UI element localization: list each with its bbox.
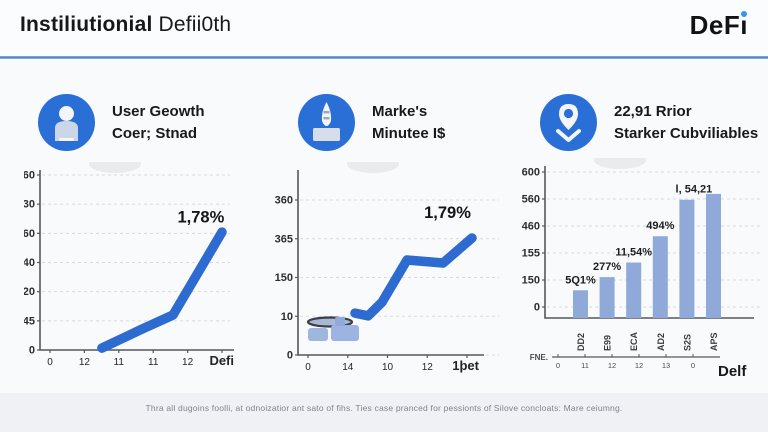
stats-bar-chart: 600 560 460 155 150 0 5Q1% DD2 277% E99 11,54% ECA 4… [522,151,768,398]
svg-text:14: 14 [342,362,354,373]
svg-text:11: 11 [148,357,159,368]
header: Instiliutionial Defii0th DeFı [0,0,768,56]
bar [599,277,615,318]
svg-text:12: 12 [422,362,434,373]
svg-text:5Q1%: 5Q1% [565,274,596,286]
doodle-artifact [306,316,359,341]
smudge-artifact [89,155,141,173]
svg-text:11: 11 [114,357,125,368]
panel2-heading-line2: Minutee I$ [372,124,446,142]
svg-text:l, 54,21: l, 54,21 [676,184,713,196]
chart-axes [297,170,484,356]
svg-text:365: 365 [275,233,293,245]
svg-text:ECA: ECA [629,331,639,351]
svg-text:11: 11 [581,361,589,370]
panel3-heading-line1: 22,91 Rrior [614,102,692,120]
svg-text:20: 20 [24,286,35,298]
defi-logo: DeFı [690,10,748,41]
trend-line [350,233,477,321]
svg-text:45: 45 [24,315,35,327]
svg-text:150: 150 [275,272,293,284]
trend-line [97,227,227,353]
svg-text:12: 12 [608,361,616,370]
smudge-artifact [594,151,646,169]
svg-text:0: 0 [534,302,540,314]
svg-text:10: 10 [281,311,293,323]
rocket-icon [298,94,355,151]
svg-text:E99: E99 [603,335,613,351]
svg-text:494%: 494% [646,220,674,232]
bar [706,193,721,318]
svg-text:30: 30 [24,199,35,211]
page-title: Instiliutionial Defii0th [20,13,231,37]
svg-text:460: 460 [522,221,540,233]
svg-text:277%: 277% [593,261,621,273]
smudge-artifact [347,155,399,173]
bar [573,290,588,318]
logo-i: ı [740,10,748,40]
user-growth-chart: 60 30 60 40 20 45 0 0 12 11 11 12 Defi 1,78% [23,155,236,387]
svg-text:0: 0 [691,361,695,370]
page-title-bold: Instiliutionial [20,13,153,36]
svg-text:10: 10 [382,362,394,373]
svg-text:FNE.: FNE. [530,353,548,362]
svg-text:155: 155 [522,248,540,260]
svg-text:0: 0 [47,357,53,368]
panel3-heading-line2: Starker Cubviliables [614,124,759,142]
bar [679,199,695,318]
bars-group [573,193,721,318]
svg-text:Delf: Delf [718,363,747,380]
svg-text:40: 40 [24,257,35,269]
svg-text:DD2: DD2 [576,333,586,351]
panel1-heading-line1: User Geowth [112,102,205,120]
page-title-rest: Defii0th [158,13,232,36]
svg-text:60: 60 [24,228,35,240]
logo-text: DeF [689,10,741,40]
svg-text:12: 12 [182,357,194,368]
panel2-heading-line1: Marke's [372,102,428,120]
svg-text:1þet: 1þet [452,358,479,373]
svg-text:150: 150 [522,275,540,287]
svg-text:0: 0 [556,361,560,370]
svg-text:S2S: S2S [682,334,692,351]
header-divider [0,56,768,59]
svg-text:0: 0 [29,345,35,357]
user-icon [38,94,95,151]
location-pin-icon [540,94,597,151]
panel-user-growth-header: User Geowth Coer; Stnad [38,94,205,151]
footer: Thra all dugoins foolli, at odnoizatior … [0,393,768,432]
chart-axes [39,170,234,351]
svg-text:13: 13 [662,361,670,370]
bar [626,262,642,318]
bar [652,236,668,318]
percent-annotation: 1,78% [178,208,225,226]
svg-text:360: 360 [275,195,293,207]
svg-text:AD2: AD2 [656,333,666,351]
footer-disclaimer: Thra all dugoins foolli, at odnoizatior … [145,403,623,413]
market-line-chart: 360 365 150 10 0 0 14 10 12 1þet 1,79% [270,155,505,387]
svg-text:60: 60 [24,170,35,182]
panel1-heading-line2: Coer; Stnad [112,124,198,142]
logo-dot-icon [741,11,748,17]
svg-text:11,54%: 11,54% [615,247,652,259]
svg-text:0: 0 [287,350,293,362]
svg-text:APS: APS [709,332,719,351]
svg-text:560: 560 [522,194,540,206]
svg-text:12: 12 [79,357,91,368]
svg-text:600: 600 [522,167,540,179]
percent-annotation: 1,79% [424,204,471,222]
panel-market-header: Marke's Minutee I$ [298,94,445,151]
svg-text:12: 12 [635,361,643,370]
svg-text:Defi: Defi [209,353,234,368]
panel-stats-header: 22,91 Rrior Starker Cubviliables [540,94,758,151]
svg-text:0: 0 [305,362,311,373]
